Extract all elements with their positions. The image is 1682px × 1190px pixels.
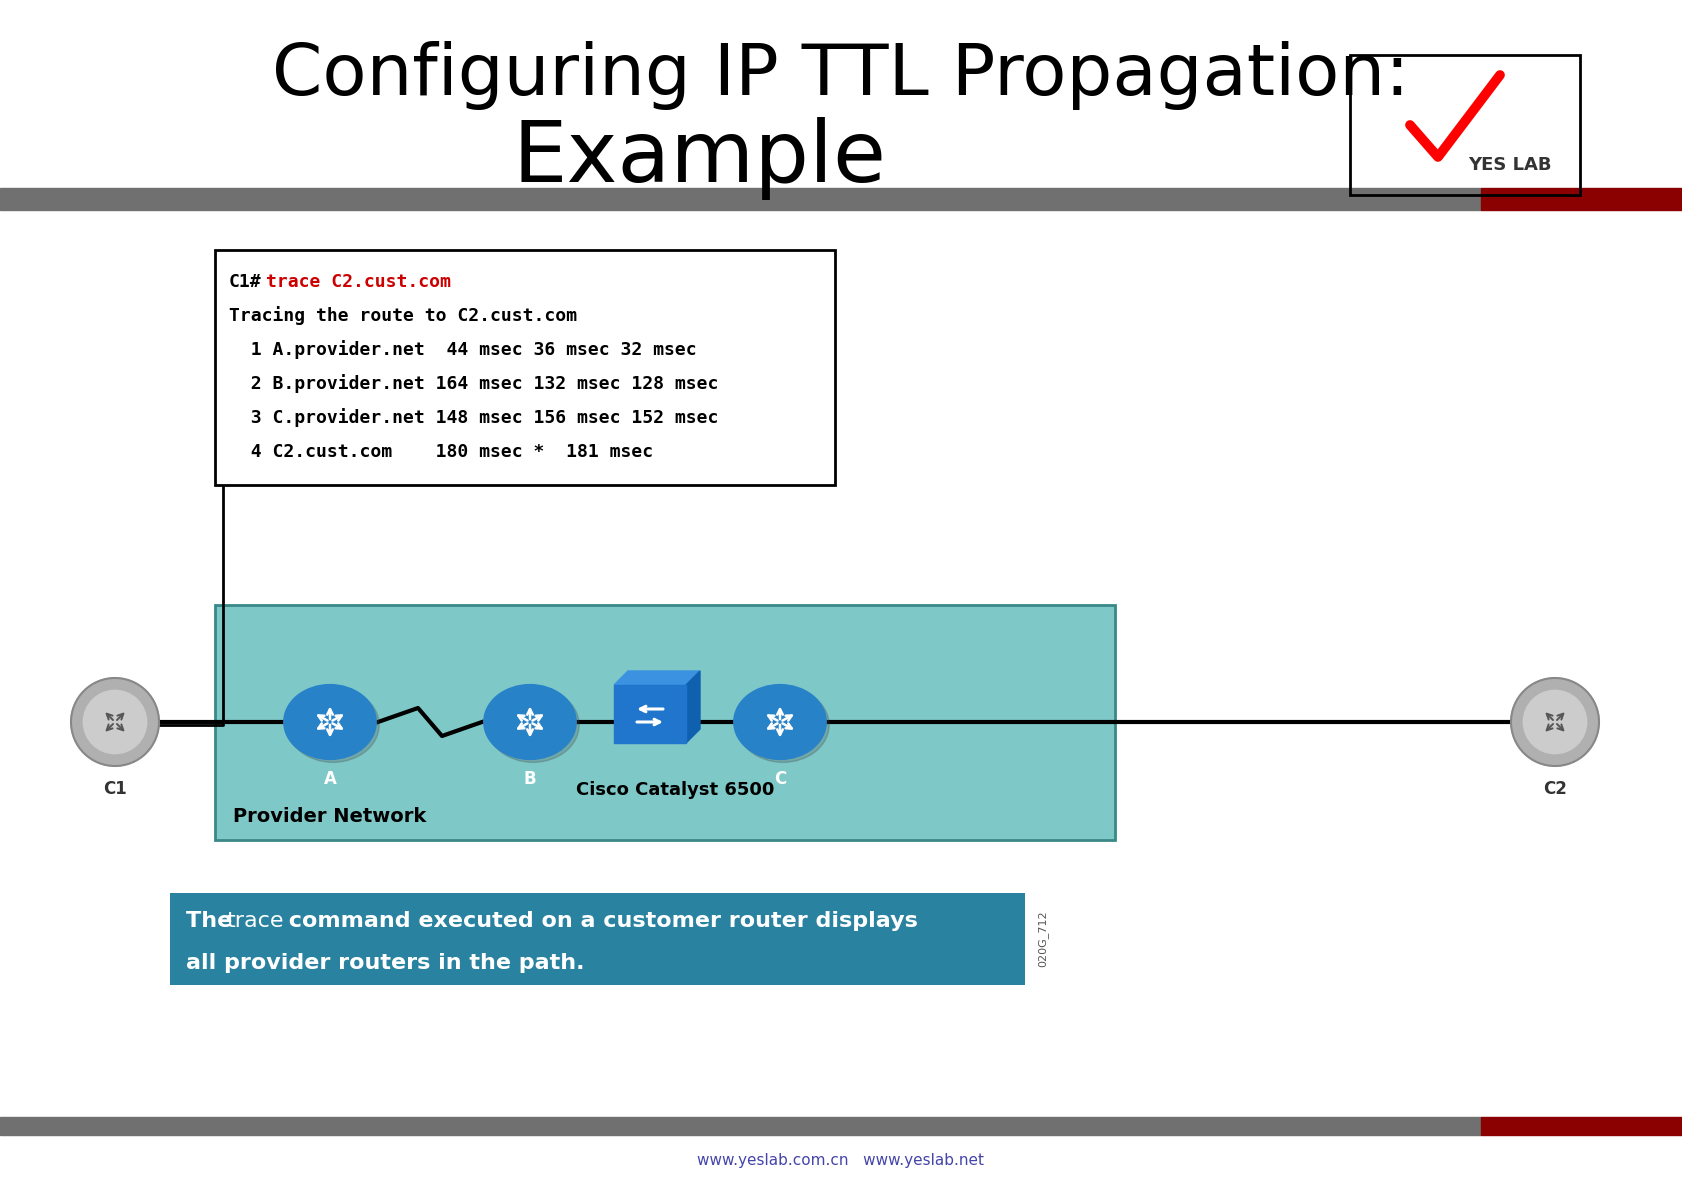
Text: 1 A.provider.net  44 msec 36 msec 32 msec: 1 A.provider.net 44 msec 36 msec 32 msec xyxy=(229,340,696,359)
Polygon shape xyxy=(614,671,700,685)
Text: Configuring IP TTL Propagation:: Configuring IP TTL Propagation: xyxy=(272,40,1410,109)
Bar xyxy=(0,1117,1480,1135)
Text: www.yeslab.com.cn   www.yeslab.net: www.yeslab.com.cn www.yeslab.net xyxy=(696,1152,984,1167)
Text: all provider routers in the path.: all provider routers in the path. xyxy=(187,953,584,973)
Polygon shape xyxy=(686,671,700,743)
Text: 020G_712: 020G_712 xyxy=(1036,910,1048,967)
Ellipse shape xyxy=(284,684,377,759)
Circle shape xyxy=(71,678,158,766)
Text: C2: C2 xyxy=(1542,779,1566,798)
Bar xyxy=(1349,55,1579,195)
Text: trace C2.cust.com: trace C2.cust.com xyxy=(266,273,451,292)
Bar xyxy=(215,250,834,486)
Text: 4 C2.cust.com    180 msec *  181 msec: 4 C2.cust.com 180 msec * 181 msec xyxy=(229,443,653,461)
Circle shape xyxy=(1510,678,1598,766)
Text: C1: C1 xyxy=(103,779,126,798)
Ellipse shape xyxy=(286,688,378,763)
Bar xyxy=(1480,1117,1682,1135)
Text: 3 C.provider.net 148 msec 156 msec 152 msec: 3 C.provider.net 148 msec 156 msec 152 m… xyxy=(229,408,718,427)
Circle shape xyxy=(1522,690,1586,753)
Text: A: A xyxy=(323,770,336,789)
Text: YES LAB: YES LAB xyxy=(1467,156,1551,174)
Text: Example: Example xyxy=(513,117,886,200)
Ellipse shape xyxy=(486,688,579,763)
Text: The: The xyxy=(187,912,241,931)
Text: Cisco Catalyst 6500: Cisco Catalyst 6500 xyxy=(575,781,774,798)
Text: Provider Network: Provider Network xyxy=(232,807,426,826)
Bar xyxy=(0,188,1480,209)
Text: B: B xyxy=(523,770,537,789)
Ellipse shape xyxy=(733,684,826,759)
Ellipse shape xyxy=(737,688,829,763)
Bar xyxy=(215,605,1115,840)
Text: C: C xyxy=(774,770,785,789)
Text: C1#: C1# xyxy=(229,273,261,292)
Ellipse shape xyxy=(483,684,575,759)
Text: 2 B.provider.net 164 msec 132 msec 128 msec: 2 B.provider.net 164 msec 132 msec 128 m… xyxy=(229,375,718,394)
Bar xyxy=(614,685,686,743)
Text: command executed on a customer router displays: command executed on a customer router di… xyxy=(281,912,917,931)
Circle shape xyxy=(84,690,146,753)
Bar xyxy=(1480,188,1682,209)
Text: trace: trace xyxy=(225,912,283,931)
Text: Tracing the route to C2.cust.com: Tracing the route to C2.cust.com xyxy=(229,307,577,326)
Bar xyxy=(170,892,1024,985)
